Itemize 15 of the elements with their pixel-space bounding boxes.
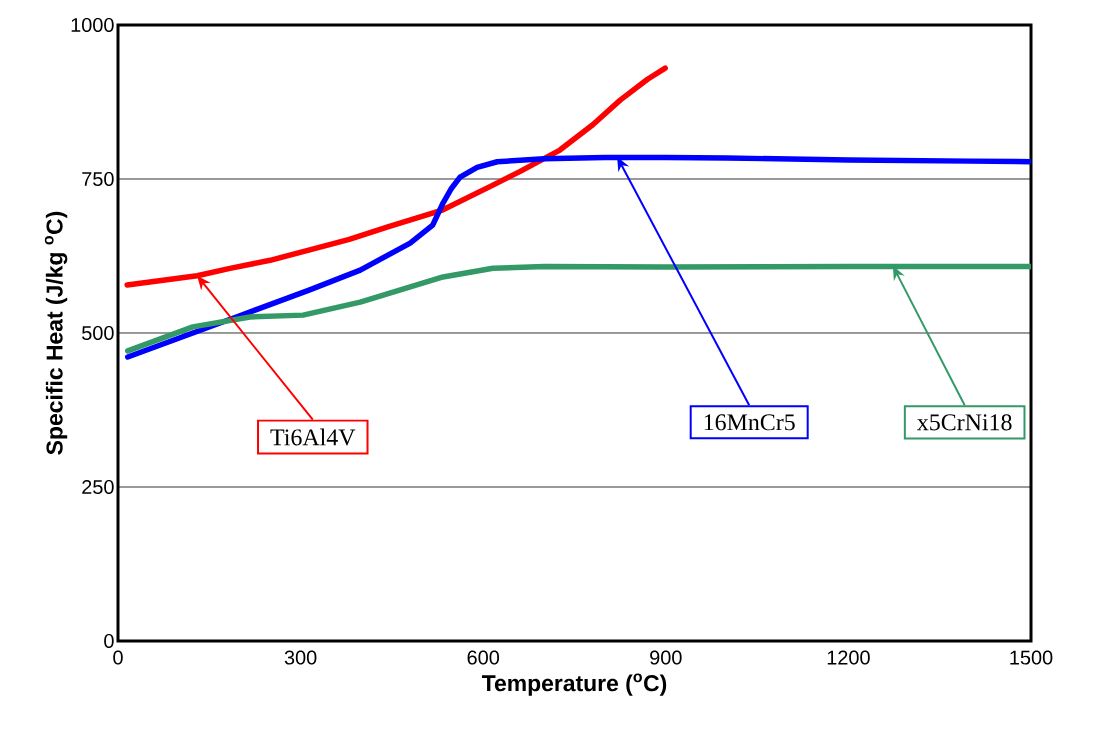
y-tick-label: 750 [82,171,114,187]
x-tick-label: 300 [284,650,317,665]
y-tick-label: 250 [82,479,114,495]
x-tick-label: 1500 [1010,650,1053,665]
x-tick-label: 1200 [827,650,870,665]
y-tick-label: 1000 [71,17,114,33]
x-tick-label: 600 [467,650,500,665]
annotation: x5CrNi18 [917,414,1012,431]
y-axis-title: Specific Heat (J/kg $^{o}$C) [44,211,68,455]
x-axis-title: Temperature ($^{o}$C) [481,673,667,696]
y-tick-label: 500 [82,325,114,341]
x-tick-label: 900 [650,650,682,665]
annotation: 16MnCr5 [704,414,795,431]
y-tick-label: 0 [104,633,114,649]
annotation: Ti6Al4V [270,428,356,446]
